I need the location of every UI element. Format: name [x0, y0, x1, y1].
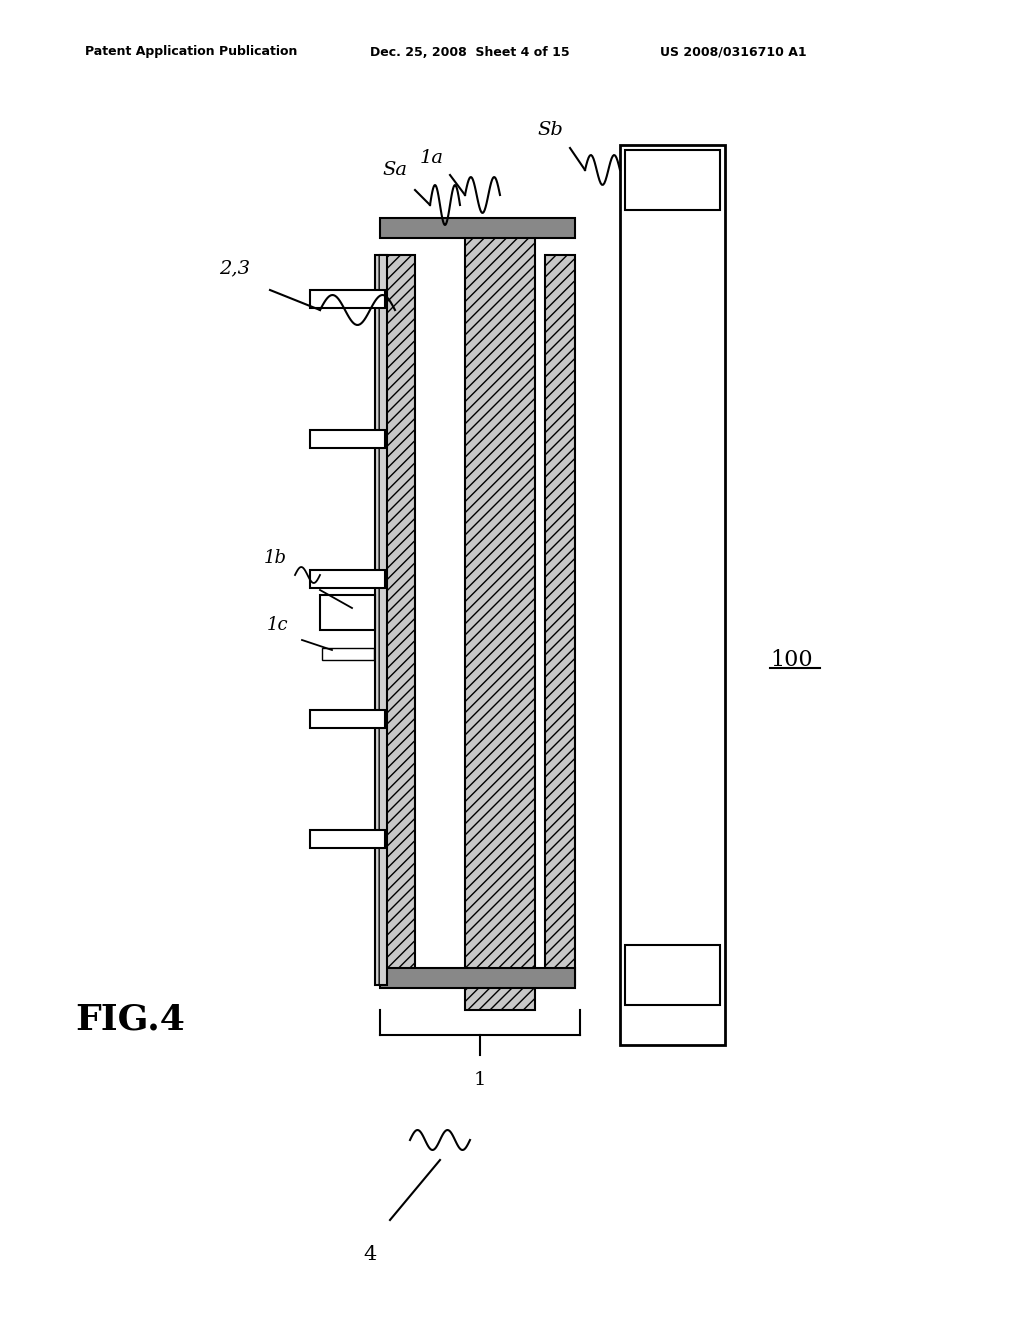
Text: Dec. 25, 2008  Sheet 4 of 15: Dec. 25, 2008 Sheet 4 of 15: [370, 45, 569, 58]
Bar: [310, 710, 385, 729]
Bar: [620, 145, 725, 1045]
Bar: [310, 830, 385, 847]
Bar: [319, 595, 375, 630]
Text: 1a: 1a: [420, 149, 444, 168]
Text: 1b: 1b: [263, 549, 287, 568]
Bar: [625, 945, 720, 1005]
Text: Sb: Sb: [537, 121, 563, 139]
Text: 1: 1: [474, 1071, 486, 1089]
Text: 1c: 1c: [267, 616, 289, 634]
Text: FIG.4: FIG.4: [75, 1003, 185, 1038]
Text: Sa: Sa: [383, 161, 408, 180]
Bar: [380, 218, 575, 238]
Bar: [625, 150, 720, 210]
Text: US 2008/0316710 A1: US 2008/0316710 A1: [660, 45, 807, 58]
Text: 4: 4: [364, 1246, 377, 1265]
Bar: [380, 968, 575, 987]
Text: 100: 100: [770, 649, 813, 671]
Bar: [322, 648, 374, 660]
Text: Patent Application Publication: Patent Application Publication: [85, 45, 297, 58]
Text: 2,3: 2,3: [219, 259, 251, 277]
Bar: [310, 430, 385, 447]
Bar: [310, 290, 385, 308]
Bar: [310, 570, 385, 587]
Bar: [380, 255, 415, 985]
Bar: [545, 255, 575, 985]
Bar: [375, 255, 387, 985]
Bar: [465, 220, 535, 1010]
